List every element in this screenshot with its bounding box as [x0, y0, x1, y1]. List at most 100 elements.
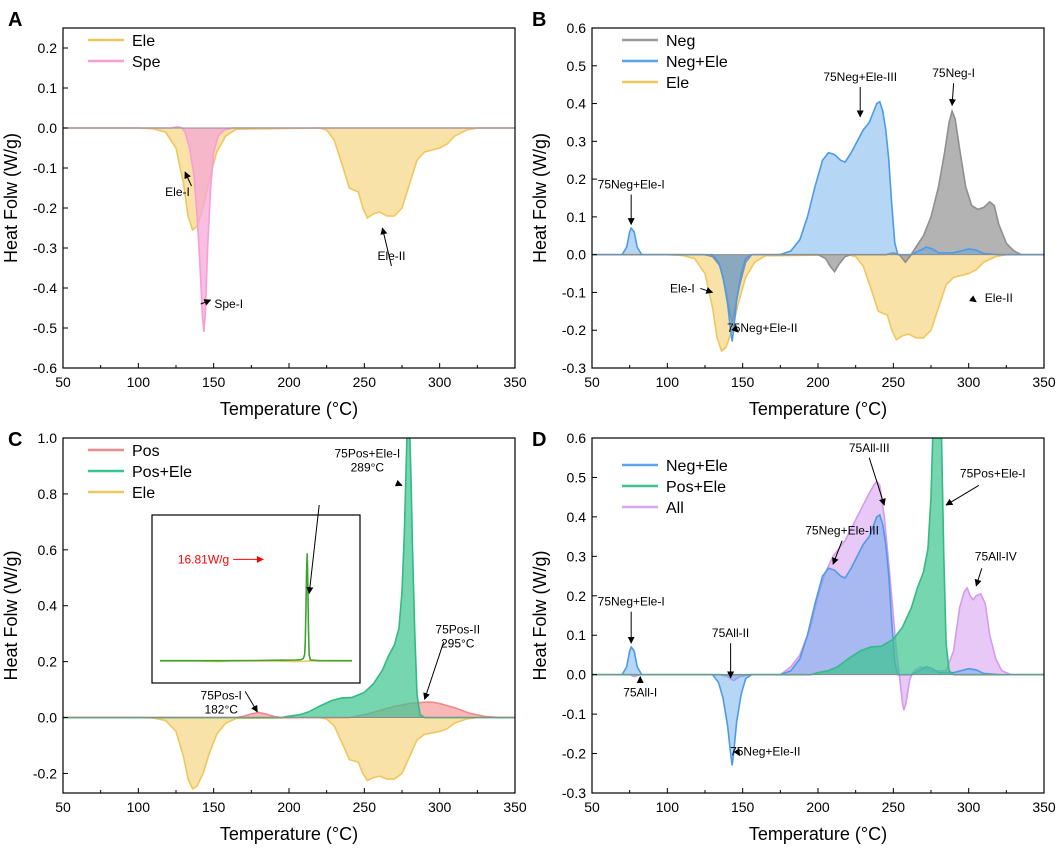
annotation-label: Ele-I	[165, 185, 190, 199]
y-tick-label: 0.3	[567, 133, 587, 149]
x-tick-label: 50	[584, 374, 600, 390]
annotation-label: 75Pos+Ele-I	[334, 447, 400, 461]
series-line-spe	[63, 125, 515, 333]
inset-peak-label: 16.81W/g	[178, 552, 229, 566]
y-axis-title: Heat Folw (W/g)	[1, 550, 21, 680]
legend-label: Neg+Ele	[666, 54, 728, 71]
y-tick-label: -0.2	[33, 765, 57, 781]
y-tick-label: 0.6	[38, 542, 58, 558]
x-tick-label: 100	[656, 374, 680, 390]
plot-area	[592, 100, 1044, 353]
legend-label: Ele	[132, 33, 155, 50]
x-tick-label: 300	[428, 374, 452, 390]
x-axis-title: Temperature (°C)	[220, 824, 358, 844]
annotation-arrow	[733, 748, 741, 757]
x-tick-label: 50	[584, 799, 600, 815]
y-tick-label: 0.0	[38, 120, 58, 136]
legend-label: Neg+Ele	[666, 458, 728, 475]
y-tick-label: -0.6	[33, 360, 57, 376]
y-tick-label: 0.8	[38, 486, 58, 502]
y-tick-label: -0.1	[33, 160, 57, 176]
annotation-arrow	[974, 568, 983, 587]
series-area-ele	[592, 254, 1044, 351]
series-area-pos-ele	[63, 438, 515, 718]
panel-letter: D	[532, 429, 546, 451]
series-line-pos-ele	[63, 438, 515, 719]
y-tick-label: -0.3	[562, 360, 586, 376]
annotation-arrow	[380, 227, 392, 267]
annotation-arrow	[200, 299, 212, 306]
y-tick-label: -0.3	[562, 785, 586, 801]
x-tick-label: 250	[882, 374, 906, 390]
annotation-label: 75Pos+Ele-I	[960, 466, 1026, 480]
legend: Pos Pos+Ele Ele	[88, 443, 192, 502]
annotation-label: 75Neg+Ele-I	[598, 595, 665, 609]
panel-a: A 50 100 150 200 250 300 350 -0.6 -0.5 -0.4 -0.3 -0.…	[1, 9, 527, 419]
y-tick-label: -0.5	[33, 320, 57, 336]
y-tick-label: -0.4	[33, 280, 57, 296]
legend-label: Neg	[666, 33, 695, 50]
plot-area	[63, 438, 515, 790]
annotation-label: 75Pos-I	[201, 688, 242, 702]
y-axis-title: Heat Folw (W/g)	[1, 133, 21, 263]
legend-label: Pos	[132, 443, 160, 460]
y-tick-label: 0.1	[567, 627, 587, 643]
y-tick-label: 0.0	[38, 710, 58, 726]
annotation-label: 289°C	[351, 461, 385, 475]
annotations: 75Neg+Ele-I 75Neg+Ele-III 75Neg-I Ele-I 75Ne…	[598, 66, 1013, 335]
series-area-pos-ele	[592, 438, 1044, 675]
y-tick-label: 0.4	[567, 96, 587, 112]
y-tick-label: 0.1	[38, 80, 58, 96]
annotation-arrow	[949, 83, 957, 107]
annotation-arrow	[394, 479, 403, 487]
annotation-arrow	[700, 287, 714, 294]
y-axis-title: Heat Folw (W/g)	[530, 133, 550, 263]
y-tick-label: 0.4	[38, 598, 58, 614]
annotations: 75Neg+Ele-I 75All-I 75All-II 75Neg+Ele-II 75…	[598, 441, 1026, 759]
annotation-label: 75Neg+Ele-III	[805, 524, 879, 538]
y-tick-label: 0.6	[567, 430, 587, 446]
series-line-ele	[63, 716, 515, 790]
y-axis-title: Heat Folw (W/g)	[530, 550, 550, 680]
x-tick-label: 300	[428, 799, 452, 815]
plot-area	[63, 125, 515, 333]
y-tick-label: 0.2	[567, 171, 587, 187]
annotation-arrow	[423, 641, 445, 701]
legend-label: All	[666, 500, 684, 517]
y-tick-label: 0.1	[567, 209, 587, 225]
annotations: Ele-I Spe-I Ele-II	[165, 171, 405, 311]
annotation-label: 75Neg+Ele-I	[598, 178, 665, 192]
series-area-neg	[592, 111, 1044, 323]
x-tick-label: 200	[806, 374, 830, 390]
series-line-ele	[592, 253, 1044, 353]
y-tick-label: 0.3	[567, 548, 587, 564]
series-line-pos-ele	[592, 438, 1044, 676]
inset-pointer-arrow	[306, 504, 320, 595]
legend-label: Pos+Ele	[132, 464, 192, 481]
y-tick-label: -0.2	[562, 322, 586, 338]
y-tick-label: 0.5	[567, 469, 587, 485]
series-area-neg-ele	[592, 101, 1044, 342]
annotation-label: 75Neg+Ele-II	[730, 745, 800, 759]
plot-area	[592, 438, 1044, 766]
annotation-arrow	[184, 171, 192, 187]
series-area-spe	[63, 126, 515, 332]
x-tick-label: 350	[1032, 374, 1056, 390]
y-tick-label: 0.2	[38, 40, 58, 56]
y-tick-label: -0.2	[562, 746, 586, 762]
y-tick-label: 0.0	[567, 667, 587, 683]
annotation-label: Ele-II	[985, 291, 1013, 305]
legend: Neg Neg+Ele Ele	[622, 33, 728, 92]
inset-series-line	[160, 553, 353, 662]
y-tick-label: 0.0	[567, 247, 587, 263]
annotation-label: 75All-I	[623, 685, 657, 699]
panel-c: C 50 100 150 200 250 300 350 -0.2 0.0 0.2 0.4 0.6 0.8…	[1, 429, 527, 844]
panel-letter: B	[532, 9, 546, 31]
y-tick-label: -0.2	[33, 200, 57, 216]
series-area-neg-ele	[592, 514, 1044, 766]
annotation-label: 295°C	[441, 637, 475, 651]
series-line-neg-ele	[592, 100, 1044, 342]
inset-frame	[151, 514, 361, 684]
